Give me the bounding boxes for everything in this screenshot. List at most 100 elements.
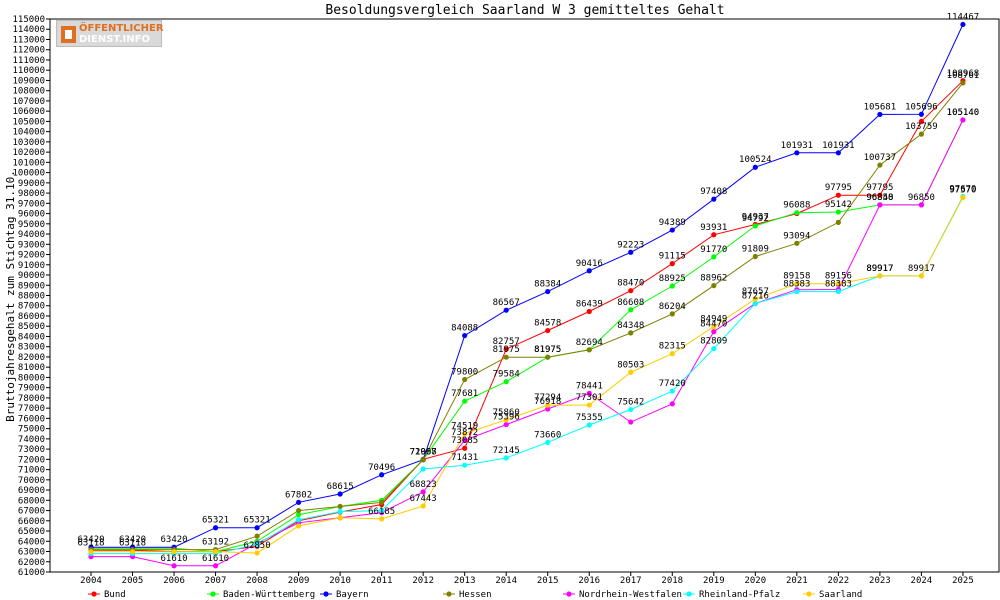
y-tick-label: 75000 [18,425,45,435]
x-tick-label: 2018 [661,576,683,586]
data-point [379,507,385,514]
data-point [835,219,841,225]
data-label: 73872 [451,428,478,438]
data-point [628,369,634,375]
data-point [628,249,634,255]
data-point [129,549,136,555]
x-tick-label: 2011 [371,576,393,586]
data-point [296,517,302,523]
data-point [88,549,94,555]
y-tick-label: 61000 [18,568,45,578]
data-label: 68823 [410,480,437,490]
data-point [462,437,468,443]
y-tick-label: 70000 [18,476,45,486]
data-point [254,550,260,556]
data-label: 72007 [410,447,437,457]
series-line [91,24,964,548]
data-label: 100524 [739,155,772,165]
site-logo: ÖFFENTLICHER DIENST.INFO [56,20,164,47]
data-point [337,515,343,521]
data-label: 84949 [700,315,727,325]
logo-text-line2: DIENST.INFO [79,34,150,45]
data-label: 82757 [493,337,520,347]
data-label: 101931 [781,141,814,151]
x-tick-label: 2009 [288,576,310,586]
data-label: 79800 [451,367,478,377]
data-point [960,194,966,201]
data-label: 89917 [866,264,893,274]
x-tick-label: 2007 [205,576,227,586]
data-label: 88383 [783,280,810,290]
series-line [91,80,964,553]
data-point [752,300,758,307]
data-label: 89158 [783,272,810,282]
data-label: 88470 [617,279,644,289]
document-icon [61,26,76,43]
y-tick-label: 79000 [18,384,45,394]
data-point [545,288,551,295]
data-point [877,162,883,168]
data-label: 97670 [949,184,976,194]
data-point [752,164,758,170]
data-label: 108968 [947,69,980,79]
data-label: 93094 [783,231,810,241]
y-tick-label: 101000 [12,158,45,168]
data-label: 65321 [202,516,229,526]
data-label: 81975 [534,345,561,355]
data-point [171,549,177,555]
y-tick-label: 74000 [18,435,45,445]
data-point [960,80,966,86]
y-tick-label: 62000 [18,558,45,568]
y-tick-label: 82000 [18,353,45,363]
data-label: 101931 [822,141,855,151]
legend-swatch-marker [91,591,97,597]
plot-area [49,18,1000,573]
data-label: 91770 [700,245,727,255]
data-point [254,541,260,547]
data-label: 90416 [576,259,603,269]
data-point [794,210,800,216]
data-label: 81975 [493,345,520,355]
y-tick-label: 64000 [18,537,45,547]
data-label: 96850 [908,193,935,203]
data-point [296,499,302,505]
x-tick-label: 2006 [163,576,185,586]
data-label: 86204 [659,302,686,312]
data-label: 62850 [244,541,271,551]
data-point [212,525,219,531]
series-line [91,82,964,551]
y-tick-label: 69000 [18,486,45,496]
data-point [503,379,509,385]
data-point [171,563,177,569]
x-tick-label: 2010 [329,576,351,586]
data-label: 96848 [866,193,893,203]
y-tick-label: 107000 [12,97,45,107]
data-label: 63420 [119,535,146,545]
data-label: 79584 [493,370,520,380]
legend-swatch-marker [686,591,692,597]
series-line [91,197,964,554]
x-tick-label: 2017 [620,576,642,586]
data-point [918,118,925,125]
y-tick-label: 90000 [18,271,45,281]
data-point [711,196,717,202]
data-label: 75860 [493,408,520,418]
data-point [254,525,260,531]
data-label: 88925 [659,274,686,284]
data-point [960,21,966,28]
y-tick-label: 76000 [18,414,45,424]
data-point [711,346,717,352]
x-tick-label: 2015 [537,576,559,586]
y-tick-label: 94000 [18,230,45,240]
data-point [586,390,592,396]
data-label: 63118 [77,538,104,548]
data-point [752,253,758,260]
data-point [296,523,302,529]
data-label: 89917 [908,264,935,274]
data-point [462,376,468,383]
data-point [545,327,551,334]
x-tick-label: 2013 [454,576,476,586]
data-label: 72145 [493,446,520,456]
data-label: 97795 [825,183,852,193]
